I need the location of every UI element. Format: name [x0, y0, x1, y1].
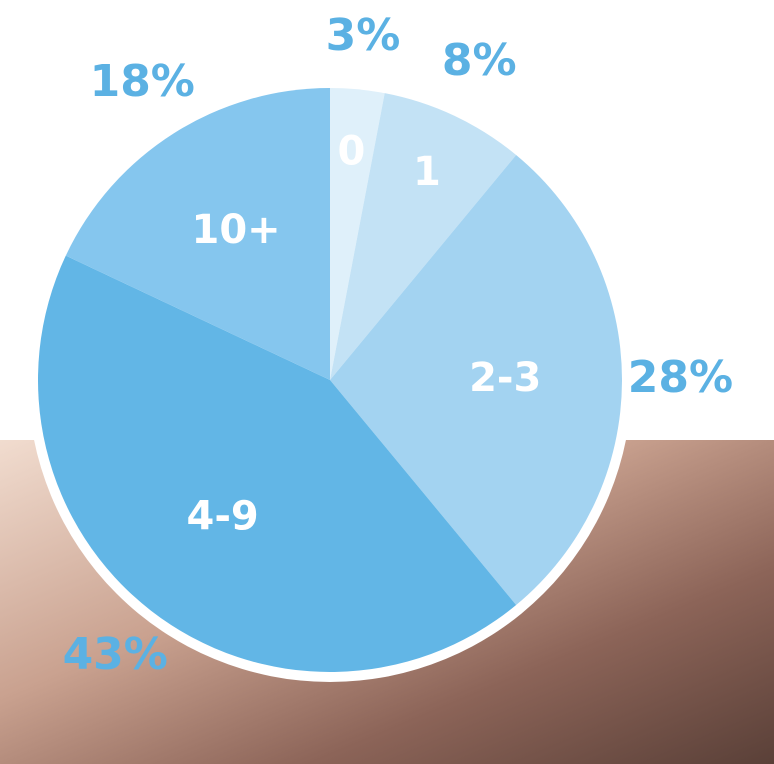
percent-label: 43%: [63, 629, 168, 680]
percent-label: 3%: [326, 10, 401, 61]
pie-slice: [37, 255, 517, 673]
slice-label: 0: [338, 128, 366, 174]
pie-slice: [330, 155, 622, 605]
slice-label: 2-3: [469, 355, 541, 401]
pie-slice: [65, 88, 330, 380]
percent-label: 18%: [90, 56, 195, 107]
percent-label: 28%: [628, 352, 733, 403]
slice-label: 1: [413, 149, 441, 195]
percent-label: 8%: [442, 35, 517, 86]
pie-slice: [330, 88, 385, 380]
pie-slice: [330, 93, 517, 380]
slice-label: 10+: [192, 207, 281, 253]
slice-label: 4-9: [186, 493, 258, 539]
